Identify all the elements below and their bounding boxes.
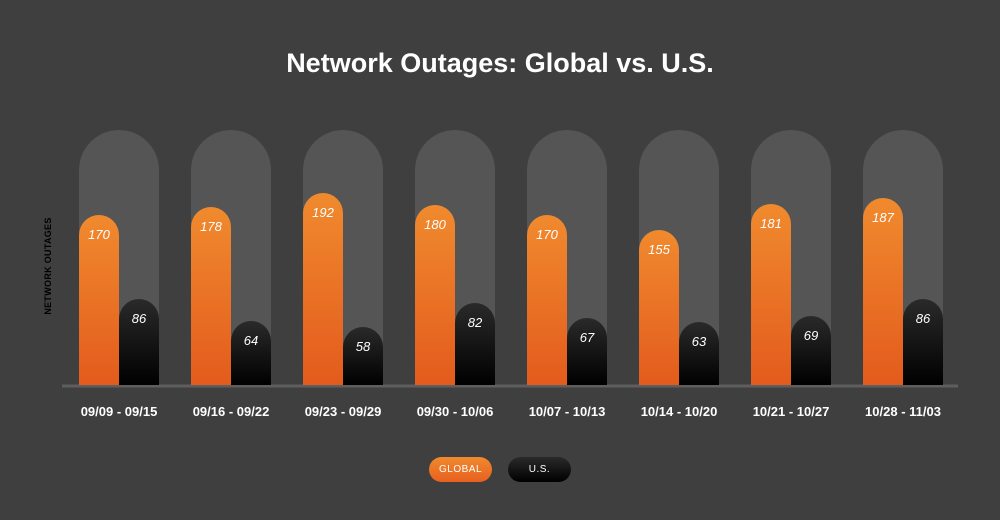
chart-title: Network Outages: Global vs. U.S.	[286, 48, 714, 78]
bar-global	[639, 230, 679, 385]
label-group: 170 86 09/09 - 09/15 178 64 09/16 - 09/22 192 5…	[81, 205, 941, 419]
bar-us	[119, 299, 159, 385]
bar-global	[863, 198, 903, 385]
data-label-us: 69	[804, 328, 818, 343]
bar-global	[79, 215, 119, 385]
bar-global	[751, 204, 791, 385]
bar-us	[791, 316, 831, 385]
bar-us	[455, 303, 495, 385]
bar-us	[231, 321, 271, 385]
data-label-global: 155	[648, 242, 670, 257]
x-tick-label: 10/21 - 10/27	[753, 404, 830, 419]
bar-global	[191, 207, 231, 385]
bar-us	[567, 318, 607, 385]
data-label-global: 170	[88, 227, 110, 242]
x-tick-label: 10/28 - 11/03	[865, 404, 941, 419]
x-tick-label: 09/09 - 09/15	[81, 404, 158, 419]
x-tick-label: 10/07 - 10/13	[529, 404, 606, 419]
bar-global	[303, 193, 343, 385]
x-tick-label: 09/30 - 10/06	[417, 404, 494, 419]
bar-us	[903, 299, 943, 385]
legend-us: U.S.	[508, 457, 571, 482]
data-label-global: 192	[312, 205, 334, 220]
data-label-us: 82	[468, 315, 483, 330]
data-label-global: 170	[536, 227, 558, 242]
y-axis-label: NETWORK OUTAGES	[43, 217, 53, 314]
x-tick-label: 10/14 - 10/20	[641, 404, 718, 419]
x-tick-label: 09/23 - 09/29	[305, 404, 382, 419]
data-label-us: 86	[132, 311, 147, 326]
data-label-global: 181	[760, 216, 782, 231]
data-label-us: 63	[692, 334, 707, 349]
legend-global-label: GLOBAL	[438, 464, 483, 475]
data-label-us: 58	[356, 339, 371, 354]
data-label-global: 178	[200, 219, 222, 234]
bar-global	[415, 205, 455, 385]
data-label-us: 64	[244, 333, 258, 348]
data-label-global: 187	[872, 210, 894, 225]
bar-us	[679, 322, 719, 385]
data-label-us: 86	[916, 311, 931, 326]
bar-group	[79, 193, 943, 385]
bar-us	[343, 327, 383, 385]
bar-global	[527, 215, 567, 385]
data-label-us: 67	[580, 330, 595, 345]
legend-global: GLOBAL	[429, 457, 492, 482]
data-label-global: 180	[424, 217, 446, 232]
legend-us-label: U.S.	[528, 464, 551, 475]
x-tick-label: 09/16 - 09/22	[193, 404, 270, 419]
